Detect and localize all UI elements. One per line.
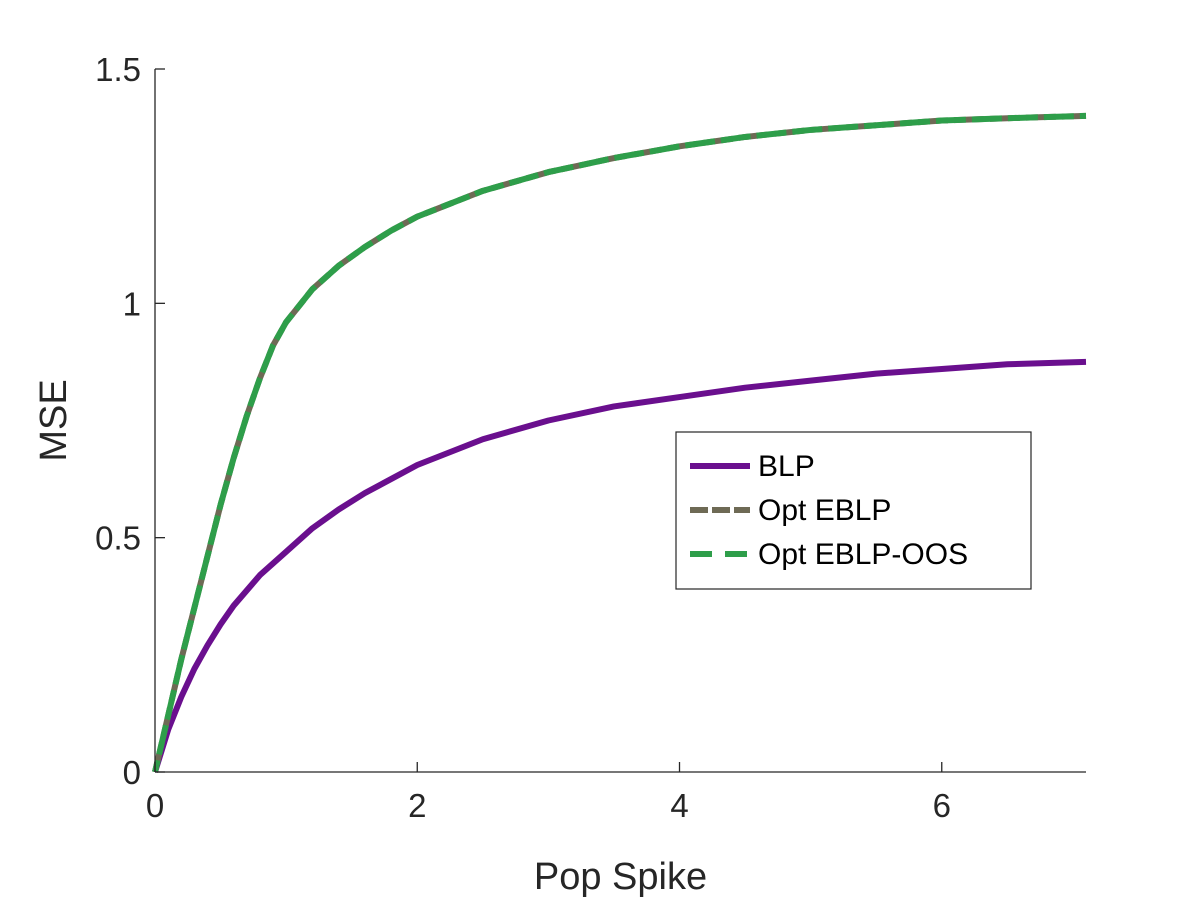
y-tick-label: 0.5 <box>95 520 141 557</box>
tick-layer: 0 2 4 6 0 0.5 1 1.5 <box>95 51 951 824</box>
y-tick-label: 1.5 <box>95 51 141 88</box>
series-line-blp <box>152 358 1087 773</box>
y-tick-label: 0 <box>123 754 141 791</box>
plot-area <box>155 69 1086 772</box>
x-tick-label: 0 <box>146 787 164 824</box>
plot-background <box>155 69 1086 772</box>
y-tick-label: 1 <box>123 285 141 322</box>
x-tick-label: 2 <box>408 787 426 824</box>
series-layer <box>152 112 1087 773</box>
x-tick-label: 4 <box>670 787 688 824</box>
y-axis-label: MSE <box>33 379 75 461</box>
legend-label-opt-eblp: Opt EBLP <box>758 494 891 527</box>
legend-label-opt-eblp-oos: Opt EBLP-OOS <box>758 538 968 571</box>
legend: BLP Opt EBLP Opt EBLP-OOS <box>675 431 1032 590</box>
series-line-opt-eblp-oos <box>152 112 1087 773</box>
x-axis-label: Pop Spike <box>534 856 707 898</box>
x-tick-label: 6 <box>933 787 951 824</box>
axes-layer <box>154 69 1086 773</box>
legend-label-blp: BLP <box>758 450 815 483</box>
